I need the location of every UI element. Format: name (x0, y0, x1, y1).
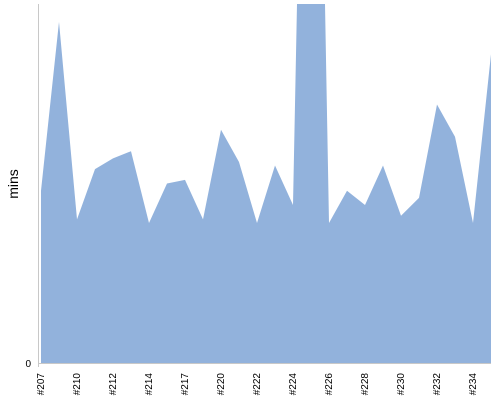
plot-area (40, 3, 492, 363)
x-axis-ticks: #207 #210 #212 #214 #217 #220 #222 #224 #226 #228… (36, 373, 479, 396)
x-tick-label: #228 (360, 373, 371, 396)
x-tick-label: #212 (108, 373, 119, 396)
area-series (41, 4, 491, 363)
x-tick-label: #232 (432, 373, 443, 396)
x-tick-label: #210 (72, 373, 83, 396)
x-tick-label: #226 (324, 373, 335, 396)
x-tick-label: #220 (216, 373, 227, 396)
x-tick-label: #234 (468, 373, 479, 396)
y-tick-label-0: 0 (25, 359, 31, 370)
y-axis-title: mins (5, 169, 21, 199)
x-tick-label: #230 (396, 373, 407, 396)
x-tick-label: #222 (252, 373, 263, 396)
x-tick-label: #217 (180, 373, 191, 396)
x-tick-label: #207 (36, 373, 47, 396)
x-tick-label: #224 (288, 373, 299, 396)
x-tick-label: #214 (144, 373, 155, 396)
